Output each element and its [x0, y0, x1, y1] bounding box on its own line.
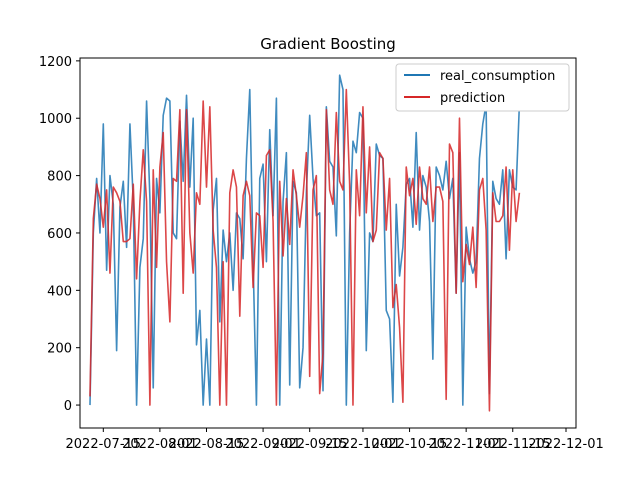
x-tick-label: 2022-12-01: [528, 437, 604, 452]
y-tick-label: 800: [47, 170, 72, 185]
x-tick-label: 2022-10-01: [325, 437, 401, 452]
y-axis: 0 200 400 600 800 1000 1200: [39, 55, 80, 414]
legend: real_consumption prediction: [395, 63, 570, 112]
plot-frame: [79, 57, 577, 429]
legend-box: [395, 63, 570, 112]
series-layer: [89, 74, 521, 412]
x-tick-label: 2022-08-01: [122, 437, 198, 452]
x-tick-label: 2022-09-01: [225, 437, 301, 452]
series-line-prediction: [89, 88, 521, 412]
y-tick-label: 1200: [39, 55, 72, 70]
x-tick-label: 2022-08-15: [169, 437, 245, 452]
y-tick-label: 200: [47, 342, 72, 357]
y-tick-label: 0: [64, 399, 72, 414]
chart-title: Gradient Boosting: [260, 35, 396, 53]
legend-label-real-consumption: real_consumption: [440, 69, 555, 84]
x-tick-label: 2022-09-15: [272, 437, 348, 452]
plot-area: [79, 57, 577, 429]
x-tick-label: 2022-11-15: [475, 437, 551, 452]
series-line-real-consumption: [89, 74, 521, 406]
x-tick-label: 2022-10-15: [372, 437, 448, 452]
y-tick-label: 600: [47, 227, 72, 242]
x-tick-label: 2022-07-15: [66, 437, 142, 452]
x-axis: 2022-07-152022-08-012022-08-152022-09-01…: [66, 428, 604, 452]
x-tick-label: 2022-11-01: [428, 437, 504, 452]
y-tick-label: 400: [47, 284, 72, 299]
legend-label-prediction: prediction: [440, 91, 505, 106]
y-tick-label: 1000: [39, 112, 72, 127]
